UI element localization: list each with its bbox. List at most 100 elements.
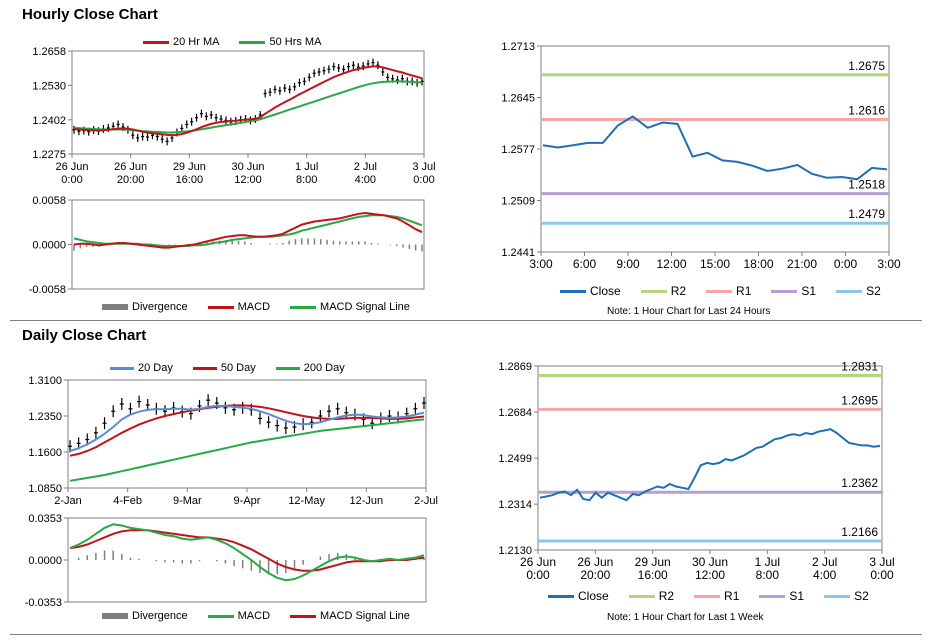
hourly-levels-xtick-label: 9:00 [616, 257, 640, 271]
hourly-levels-xtick-label: 6:00 [573, 257, 597, 271]
hourly-price-xtick-label: 0:00 [413, 174, 434, 186]
legend-label-r2-daily: R2 [658, 589, 675, 603]
legend-swatch-r1 [706, 289, 733, 293]
ma200day-line [69, 418, 425, 482]
legend-label-macd: MACD [237, 301, 271, 313]
legend-label-50hr: 50 Hrs MA [269, 36, 322, 48]
hourly-levels-ytick-label: 1.2441 [501, 247, 535, 259]
legend-label-20hr: 20 Hr MA [173, 36, 220, 48]
legend-swatch-r1-daily [694, 594, 721, 598]
daily-levels-level-label-r1: 1.2695 [841, 393, 878, 407]
daily-macd-legend: Divergence MACD MACD Signal Line [102, 610, 424, 622]
daily-price-ytick-label: 1.3100 [28, 375, 62, 387]
legend-swatch-divergence-daily [102, 613, 128, 619]
hourly-macd-ytick-label: -0.0058 [29, 284, 66, 296]
hourly-price-xtick-label: 16:00 [176, 174, 204, 186]
hourly-macd-ytick-label: 0.0000 [32, 240, 66, 252]
legend-label-s1-daily: S1 [789, 589, 805, 603]
daily-price-xtick-label: 12-Jun [350, 495, 384, 507]
legend-label-s2: S2 [866, 284, 881, 298]
daily-levels-level-label-s1: 1.2362 [841, 476, 878, 490]
legend-label-20day: 20 Day [138, 362, 173, 374]
daily-price-xtick-label: 9-Apr [234, 495, 261, 507]
hourly-levels-ytick-label: 1.2577 [501, 144, 535, 156]
hourly-levels-level-label-r1: 1.2616 [848, 103, 885, 117]
legend-label-close: Close [590, 284, 621, 298]
legend-swatch-s2 [836, 289, 863, 293]
daily-levels-xtick-label: 20:00 [580, 568, 610, 582]
hourly-price-ytick-label: 1.2275 [32, 149, 66, 161]
legend-swatch-200day [275, 366, 300, 370]
legend-label-divergence-daily: Divergence [132, 610, 188, 622]
daily-price-xtick-label: 2-Jan [54, 495, 82, 507]
daily-levels-xtick-label: 26 Jun [577, 555, 613, 569]
daily-levels-xtick-label: 16:00 [638, 568, 668, 582]
hourly-levels-close-line [542, 115, 888, 181]
hourly-levels-note: Note: 1 Hour Chart for Last 24 Hours [607, 306, 771, 317]
legend-label-200day: 200 Day [303, 362, 345, 374]
daily-levels-xtick-label: 12:00 [695, 568, 725, 582]
legend-swatch-s2-daily [824, 594, 851, 598]
hourly-levels-level-label-s1: 1.2518 [848, 178, 885, 192]
legend-label-s1: S1 [801, 284, 817, 298]
hourly-price-xtick-label: 3 Jul [412, 161, 435, 173]
daily-price-ytick-label: 1.1600 [28, 447, 62, 459]
daily-price-xtick-label: 9-Mar [173, 495, 202, 507]
legend-label-macd-daily: MACD [237, 610, 271, 622]
hourly-price-xtick-label: 29 Jun [173, 161, 206, 173]
hourly-price-ytick-label: 1.2658 [32, 46, 66, 58]
legend-swatch-macd [207, 305, 234, 309]
daily-levels-level-label-s2: 1.2166 [841, 525, 878, 539]
legend-swatch-macd-daily [207, 614, 234, 618]
daily-levels-xtick-label: 30 Jun [692, 555, 728, 569]
hourly-price-xtick-label: 30 Jun [231, 161, 264, 173]
macd-signal-line [73, 214, 423, 247]
hourly-macd-legend: Divergence MACD MACD Signal Line [102, 301, 424, 313]
legend-swatch-signal-daily [290, 614, 317, 618]
daily-levels-ytick-label: 1.2314 [498, 499, 532, 511]
daily-levels-xtick-label: 3 Jul [869, 555, 894, 569]
hourly-levels-ytick-label: 1.2509 [501, 196, 535, 208]
ma20hr-line [73, 65, 423, 137]
macd-line [73, 211, 423, 249]
daily-levels-xtick-label: 0:00 [526, 568, 550, 582]
legend-label-50day: 50 Day [220, 362, 256, 374]
hourly-levels-xtick-label: 18:00 [743, 257, 773, 271]
daily-levels-ytick-label: 1.2499 [498, 453, 532, 465]
hourly-price-xtick-label: 4:00 [355, 174, 376, 186]
legend-swatch-s1-daily [759, 594, 786, 598]
hourly-price-xtick-label: 26 Jun [55, 161, 88, 173]
legend-label-signal: MACD Signal Line [320, 301, 410, 313]
hourly-price-xtick-label: 12:00 [234, 174, 262, 186]
hourly-price-ytick-label: 1.2530 [32, 80, 66, 92]
hourly-levels-xtick-label: 3:00 [529, 257, 553, 271]
daily-macd-ytick-label: 0.0353 [28, 513, 62, 525]
daily-levels-xtick-label: 2 Jul [812, 555, 837, 569]
daily-macd-ytick-label: -0.0353 [25, 597, 62, 609]
hourly-levels-xtick-label: 12:00 [656, 257, 686, 271]
daily-levels-close-line [539, 428, 881, 502]
hourly-macd-ytick-label: 0.0058 [32, 195, 66, 207]
daily-levels-ytick-label: 1.2130 [498, 545, 532, 557]
daily-levels-level-label-r2: 1.2831 [841, 359, 878, 373]
daily-levels-xtick-label: 1 Jul [755, 555, 780, 569]
legend-swatch-signal [290, 305, 317, 309]
daily-levels-frame [537, 365, 883, 551]
hourly-levels-xtick-label: 3:00 [877, 257, 901, 271]
legend-swatch-20day [110, 366, 134, 370]
legend-label-r1-daily: R1 [724, 589, 740, 603]
daily-price-ytick-label: 1.0850 [28, 483, 62, 495]
daily-levels-ytick-label: 1.2684 [498, 407, 532, 419]
daily-levels-xtick-label: 4:00 [813, 568, 837, 582]
hourly-price-xtick-label: 26 Jun [114, 161, 147, 173]
legend-label-signal-daily: MACD Signal Line [320, 610, 410, 622]
daily-price-xtick-label: 12-May [288, 495, 325, 507]
daily-price-xtick-label: 2-Jul [414, 495, 438, 507]
legend-label-s2-daily: S2 [854, 589, 869, 603]
ma50day-line [69, 404, 425, 457]
hourly-price-xtick-label: 8:00 [296, 174, 317, 186]
legend-swatch-close-daily [548, 594, 574, 598]
daily-price-ytick-label: 1.2350 [28, 411, 62, 423]
hourly-levels-frame [540, 45, 890, 253]
